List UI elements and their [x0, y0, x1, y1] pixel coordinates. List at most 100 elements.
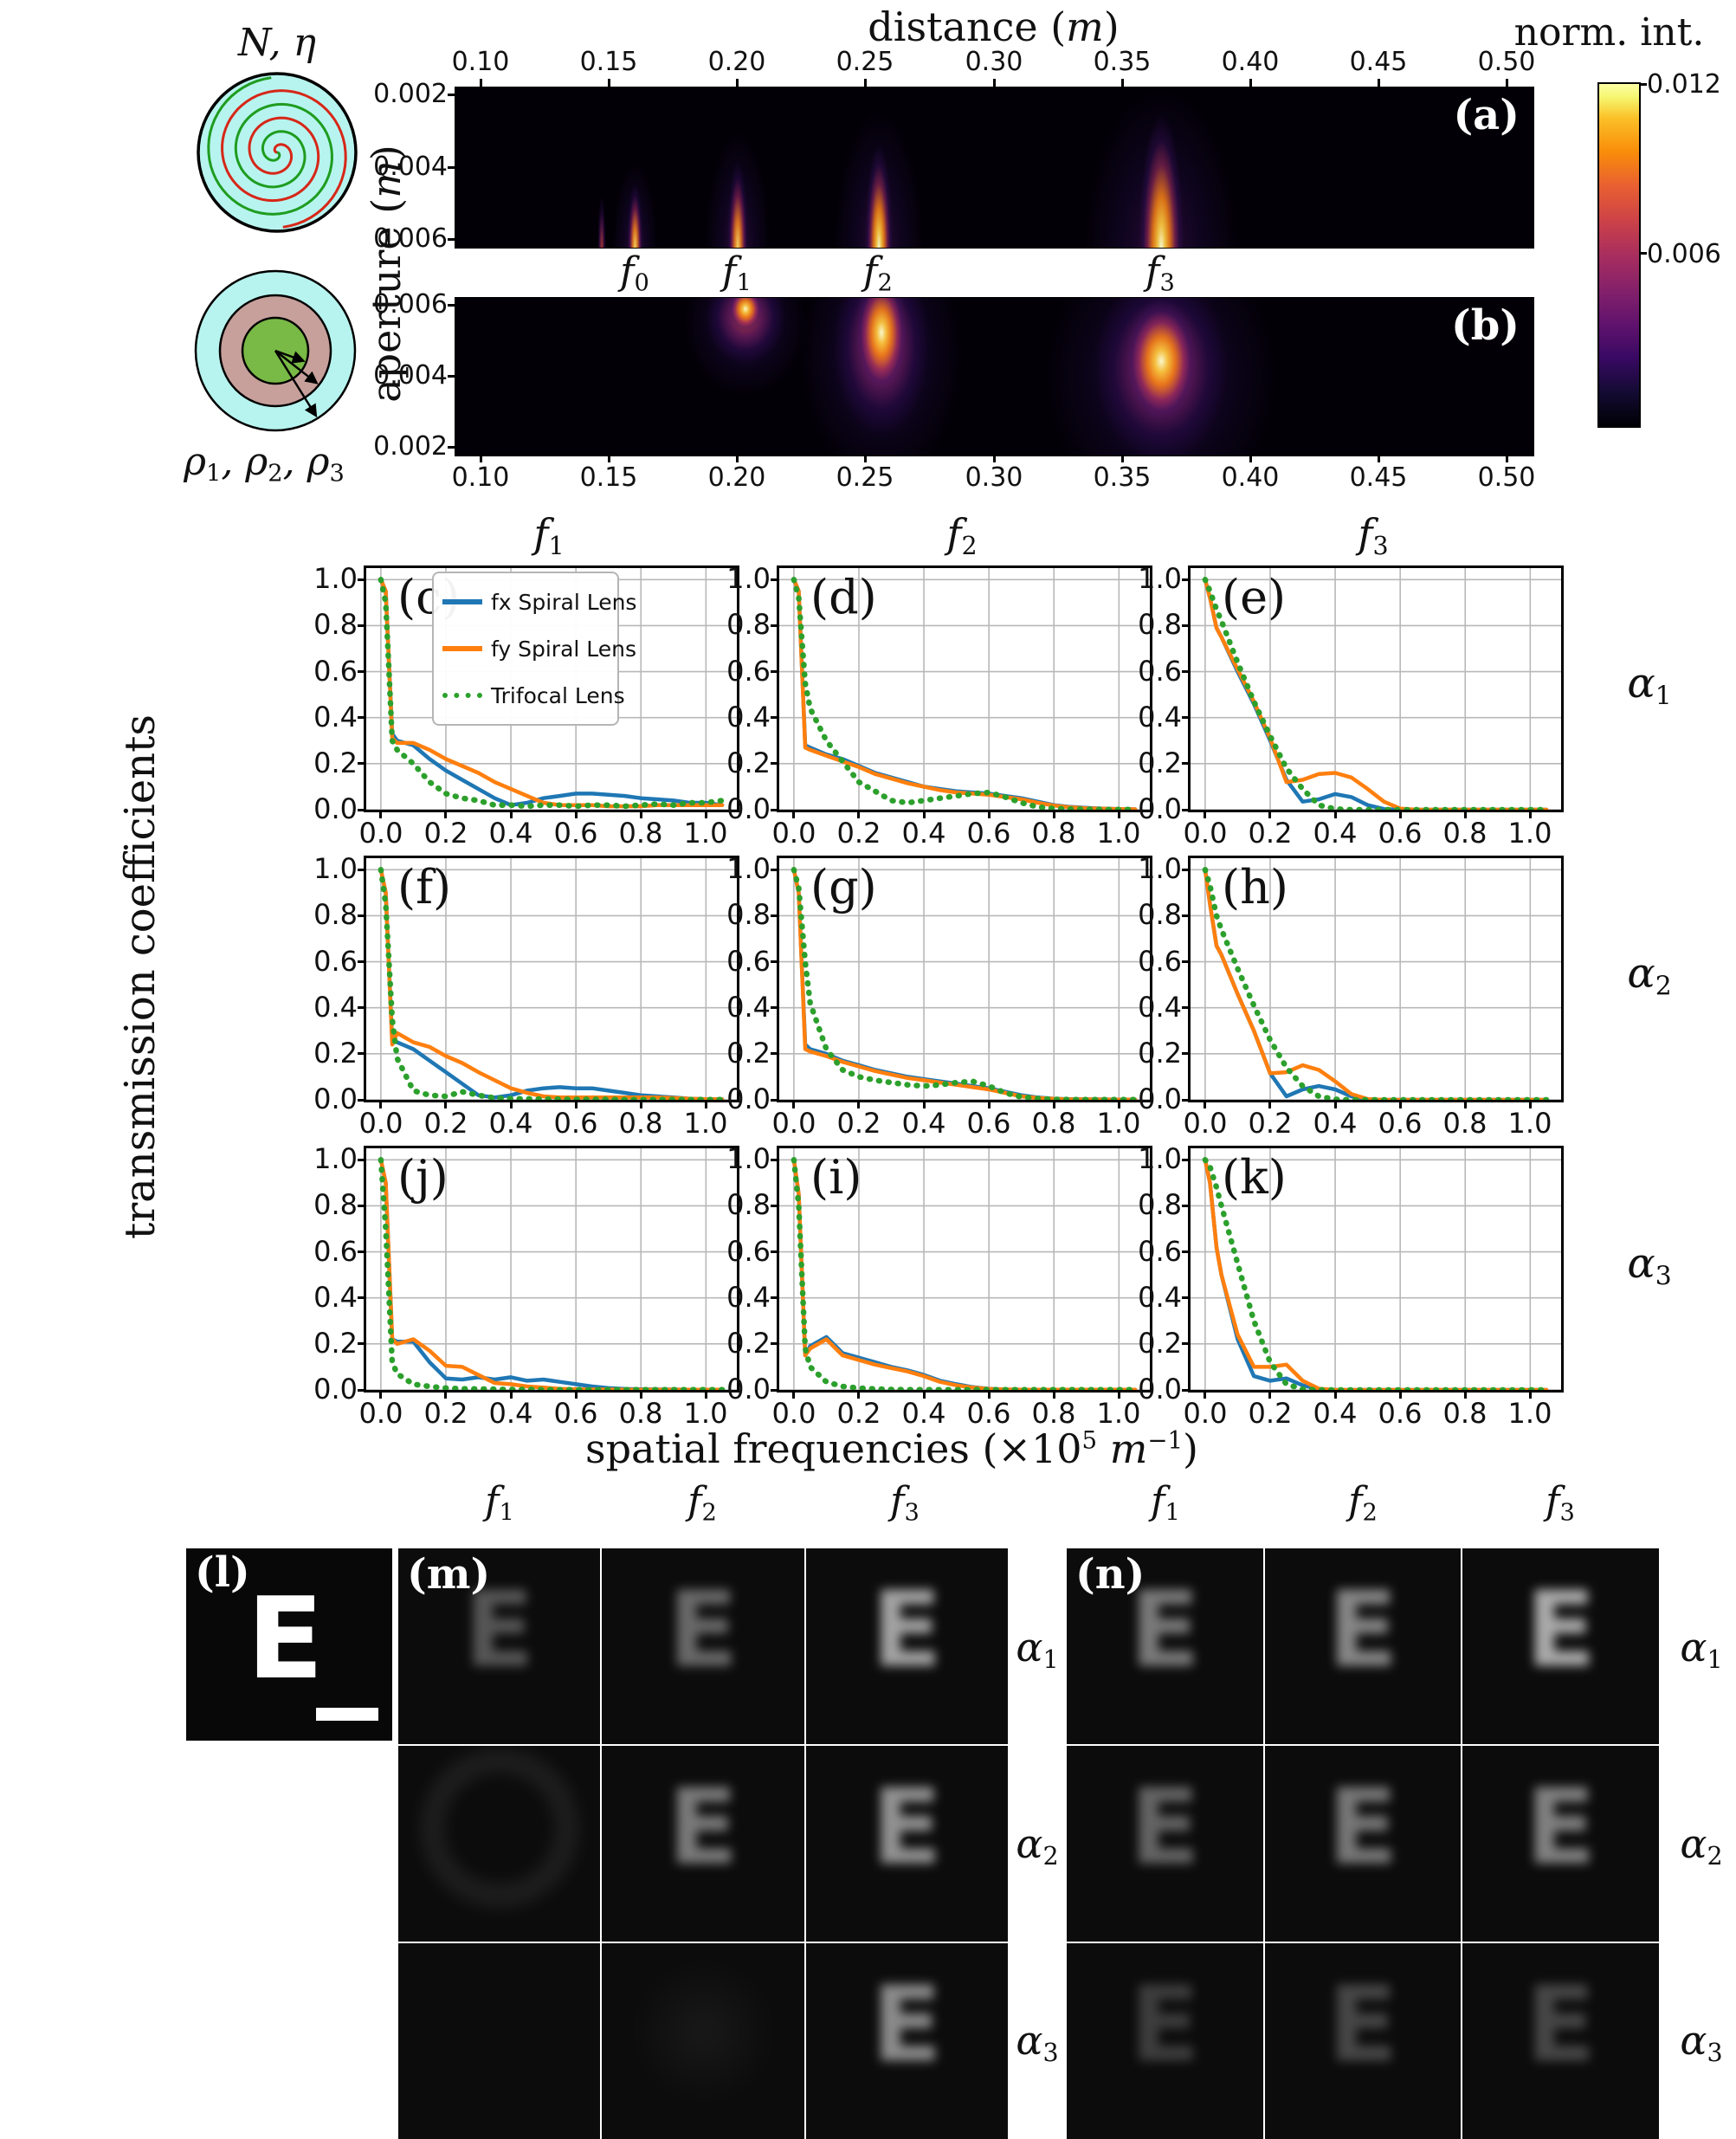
colorbar: [1597, 82, 1641, 428]
chart-xtick-label: 0.8: [1031, 817, 1076, 850]
chart-ytick-label: 0.6: [726, 945, 771, 978]
chart-xtick-label: 0.6: [553, 817, 598, 850]
chart-ytick-mark: [771, 1099, 779, 1102]
chart-xtick-mark: [640, 810, 642, 818]
chart-xtick-label: 0.6: [1378, 1107, 1423, 1140]
chart-ytick-label: 1.0: [313, 1142, 358, 1175]
chart-xtick-label: 0.0: [1183, 1107, 1228, 1140]
chart-ytick-mark: [1182, 1250, 1191, 1253]
math-part: 2: [1707, 1841, 1723, 1871]
image-grid-column-header: f3: [1500, 1479, 1621, 1527]
chart-plot-area: [1191, 858, 1561, 1100]
chart-ytick-mark: [358, 624, 366, 627]
chart-row-label: α1: [1597, 659, 1701, 711]
chart-ytick-label: 0.0: [313, 792, 358, 825]
trifocal-lens-diagram: [194, 269, 357, 432]
e-image-cell: E: [1264, 1746, 1462, 1942]
image-grid-column-header: f1: [439, 1479, 560, 1527]
focal-marker-label: f3: [1117, 249, 1204, 297]
heatmap-ytick-label: 0.002: [373, 431, 448, 462]
blurred-E: E: [871, 1767, 943, 1889]
chart-xtick-mark: [1118, 1390, 1120, 1399]
image-grid-column-header: f2: [642, 1479, 763, 1527]
heatmap-xtick-mark: [608, 79, 610, 87]
chart-ytick-mark: [1182, 1342, 1191, 1345]
math-part: 1: [499, 1499, 514, 1527]
chart-panel-letter: (h): [1222, 860, 1288, 914]
panel-letter-m: (m): [407, 1550, 491, 1599]
chart-plot-area: [779, 1148, 1150, 1390]
chart-panel-letter: (e): [1222, 570, 1287, 624]
chart-ytick-label: 0.0: [726, 1082, 771, 1115]
chart-xtick-mark: [1334, 1100, 1337, 1108]
chart-ytick-mark: [771, 624, 779, 627]
e-image-cell: E: [1462, 1943, 1659, 2139]
chart-xtick-label: 0.2: [836, 1397, 881, 1430]
chart-ytick-mark: [358, 670, 366, 673]
chart-xtick-mark: [857, 1390, 860, 1399]
chart-ytick-mark: [771, 914, 779, 917]
chart-panel-letter: (i): [810, 1150, 862, 1205]
heatmap-xtick-label: 0.30: [965, 47, 1023, 77]
chart-ytick-label: 0.0: [313, 1082, 358, 1115]
chart-xtick-mark: [1464, 1390, 1467, 1399]
chart-xtick-mark: [1268, 810, 1271, 818]
chart-xtick-label: 1.0: [683, 1107, 728, 1140]
distance-title-pre: distance (: [868, 3, 1067, 50]
e-image-cell: E: [602, 1746, 804, 1942]
chart-xtick-mark: [1118, 1100, 1120, 1108]
chart-ytick-label: 0.2: [313, 1327, 358, 1360]
line-chart-panel: (f) 0.0 0.2 0.4 0.6 0.8 1.0 0.0 0.2 0.4 0.6 0.8 1.0: [313, 852, 739, 1140]
heatmap-xtick-label: 0.25: [836, 47, 894, 77]
heatmap-ytick-label: 0.006: [373, 289, 448, 320]
chart-ytick-mark: [1182, 869, 1191, 871]
chart-ytick-label: 0.8: [313, 1188, 358, 1221]
chart-xtick-label: 0.8: [618, 1397, 663, 1430]
chart-xtick-label: 0.4: [1313, 817, 1358, 850]
chart-xtick-label: 0.6: [966, 1107, 1011, 1140]
heatmap-xtick-mark: [1121, 79, 1124, 87]
heatmap-ytick-label: 0.002: [373, 79, 448, 109]
math-part: 2: [1655, 970, 1672, 1001]
e-image-cell: [398, 1943, 601, 2139]
chart-xtick-mark: [1334, 1390, 1337, 1399]
colorbar-tick-max: 0.012: [1647, 69, 1721, 100]
chart-xtick-mark: [705, 810, 707, 818]
chart-ytick-label: 0.6: [1138, 1235, 1182, 1268]
math-part: 2: [1362, 1499, 1378, 1527]
chart-ytick-label: 1.0: [313, 852, 358, 885]
chart-ytick-label: 0.6: [1138, 945, 1182, 978]
math-part: ρ: [245, 440, 268, 484]
chart-ytick-label: 1.0: [726, 852, 771, 885]
chart-xtick-label: 0.6: [966, 1397, 1011, 1430]
heatmap-xtick-mark: [736, 79, 739, 87]
heatmap-xtick-mark: [608, 455, 610, 462]
chart-xtick-mark: [792, 810, 795, 818]
math-part: 0: [634, 269, 649, 297]
chart-panel-letter: (k): [1222, 1150, 1287, 1205]
math-part: 2: [877, 269, 893, 297]
chart-xtick-label: 1.0: [1507, 1397, 1552, 1430]
e-image-cell: [398, 1746, 601, 1942]
math-part: 1: [1707, 1645, 1723, 1674]
chart-xtick-label: 0.6: [553, 1397, 598, 1430]
chart-ytick-label: 0.8: [313, 898, 358, 931]
heatmap-xtick-label: 0.50: [1477, 47, 1536, 77]
chart-xtick-mark: [1204, 1390, 1206, 1399]
chart-xtick-label: 0.0: [358, 817, 403, 850]
chart-ytick-mark: [771, 578, 779, 581]
chart-xtick-mark: [705, 1100, 707, 1108]
distance-title-post: ): [1103, 3, 1120, 50]
chart-xtick-label: 0.0: [771, 817, 816, 850]
image-grid-row-label: α2: [990, 1820, 1085, 1871]
chart-panel-letter: (j): [397, 1150, 449, 1205]
chart-panel-letter: (f): [397, 860, 452, 914]
heatmap-xtick-mark: [480, 455, 482, 462]
trifocal-radii-label: ρ1, ρ2, ρ3: [126, 440, 403, 488]
chart-ytick-label: 1.0: [1138, 1142, 1182, 1175]
chart-ytick-mark: [1182, 1159, 1191, 1161]
chart-xtick-label: 1.0: [1507, 817, 1552, 850]
chart-xtick-label: 0.8: [618, 1107, 663, 1140]
